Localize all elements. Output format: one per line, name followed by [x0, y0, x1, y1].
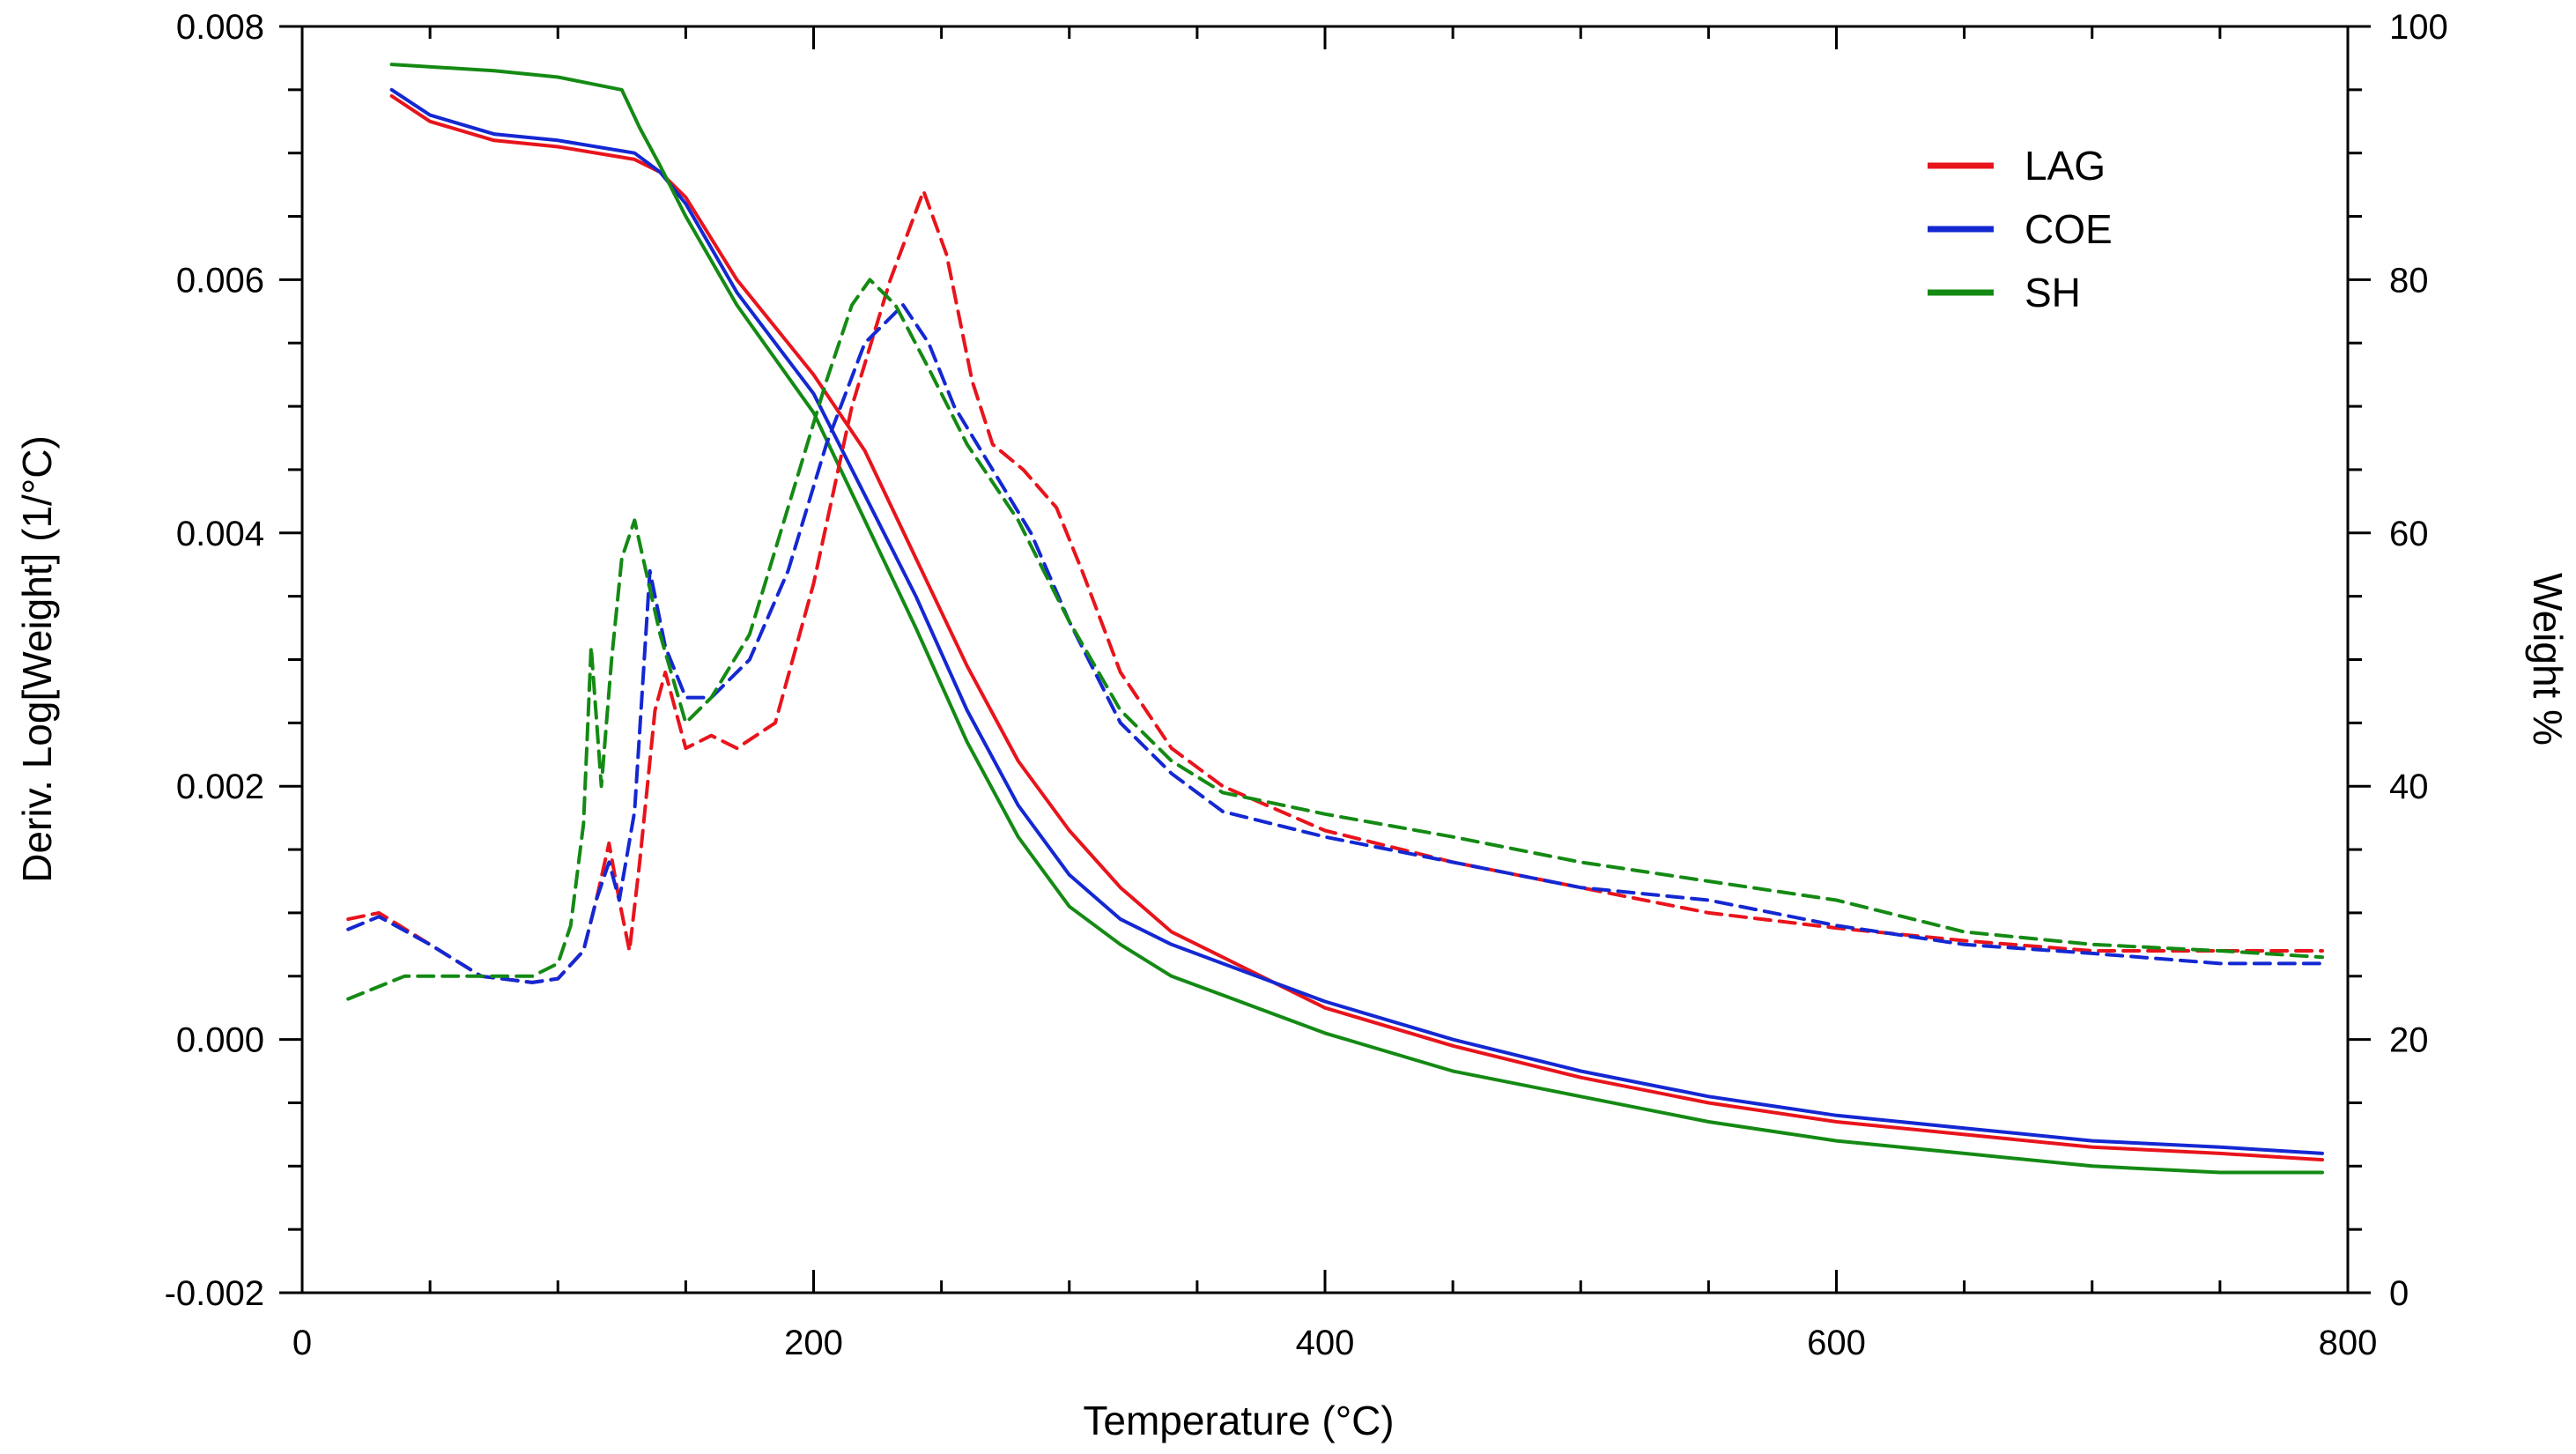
x-tick-label: 200 — [784, 1324, 843, 1362]
y-right-tick-label: 40 — [2389, 768, 2429, 806]
legend-label-coe: COE — [2025, 206, 2113, 252]
y-right-axis-title: Weight % — [2525, 573, 2571, 746]
y-left-tick-label: 0.002 — [176, 768, 264, 806]
series-sh-derivative — [346, 278, 2324, 1001]
y-left-tick-label: 0.006 — [176, 261, 264, 300]
legend-label-lag: LAG — [2025, 143, 2106, 189]
y-right-tick-label: 0 — [2389, 1274, 2409, 1313]
y-right-tick-label: 80 — [2389, 261, 2429, 300]
y-left-tick-label: 0.004 — [176, 515, 264, 553]
series-sh-weight — [389, 63, 2324, 1175]
legend-label-sh: SH — [2025, 270, 2081, 315]
y-left-tick-label: 0.000 — [176, 1021, 264, 1060]
legend: LAG COE SH — [1928, 143, 2113, 315]
x-tick-label: 0 — [292, 1324, 312, 1362]
x-axis-title: Temperature (°C) — [1083, 1398, 1394, 1443]
series-lag-derivative — [346, 189, 2324, 984]
series-coe-weight — [389, 87, 2324, 1155]
y-right-axis-ticks: 0 20 40 60 80 100 — [2348, 8, 2448, 1313]
x-tick-label: 600 — [1807, 1324, 1866, 1362]
x-axis-ticks: 0 200 400 600 800 — [292, 26, 2378, 1362]
series-group — [346, 63, 2324, 1175]
y-right-tick-label: 60 — [2389, 515, 2429, 553]
y-right-tick-label: 100 — [2389, 8, 2448, 47]
x-tick-label: 400 — [1296, 1324, 1355, 1362]
y-left-tick-label: 0.008 — [176, 8, 264, 47]
series-lag-weight — [389, 94, 2324, 1162]
y-left-axis-title: Deriv. Log[Weight] (1/°C) — [14, 435, 60, 883]
series-coe-derivative — [346, 303, 2324, 984]
y-right-tick-label: 20 — [2389, 1021, 2429, 1060]
y-left-tick-label: -0.002 — [165, 1274, 264, 1313]
y-left-axis-ticks: -0.002 0.000 0.002 0.004 0.006 0.008 — [165, 8, 302, 1313]
x-tick-label: 800 — [2319, 1324, 2378, 1362]
